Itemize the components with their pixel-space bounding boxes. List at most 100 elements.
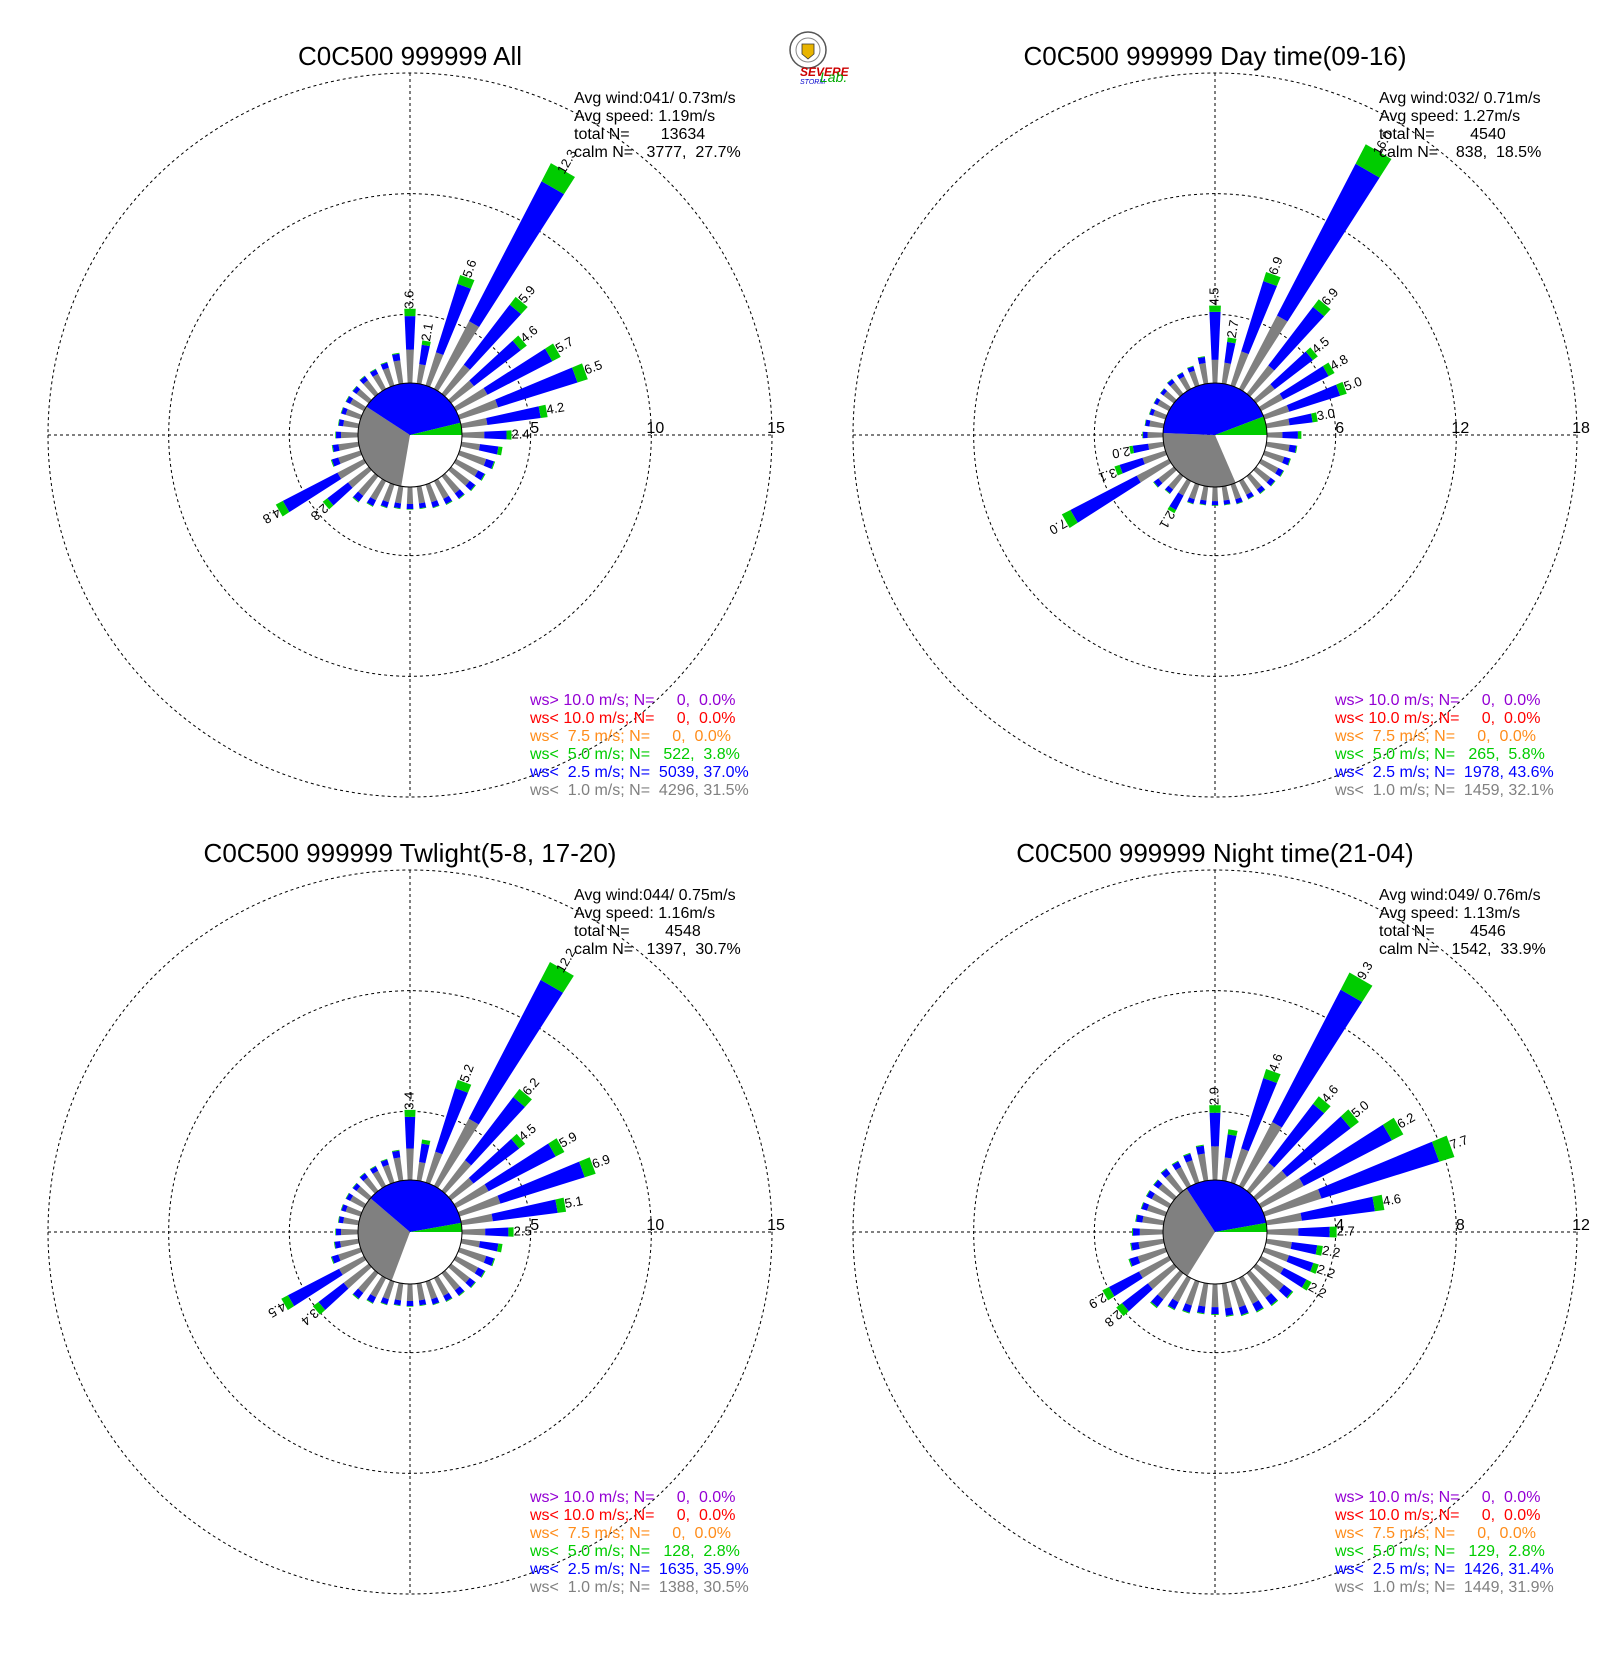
petal-segment-lt2_5 <box>1165 485 1174 494</box>
petal-segment-lt5 <box>1301 1279 1312 1291</box>
radial-tick-label: 6 <box>1335 420 1344 437</box>
petal-segment-lt1 <box>1246 1270 1272 1298</box>
logo-text-lab: Lab. <box>820 69 847 85</box>
legend-entry: ws< 7.5 m/s; N= 0, 0.0% <box>529 728 731 745</box>
petal-segment-lt1 <box>433 1275 449 1297</box>
petal-segment-lt1 <box>350 398 367 412</box>
calm-pie-slice <box>1215 416 1267 435</box>
petal-segment-lt1 <box>1157 400 1172 412</box>
petal-segment-lt1 <box>1263 405 1290 420</box>
petal-segment-lt5 <box>1297 431 1302 439</box>
petal-segment-lt5 <box>419 507 427 510</box>
petal-segment-lt1 <box>1168 473 1184 490</box>
petal-segment-lt5 <box>1279 470 1285 477</box>
petal-segment-lt1 <box>1258 1178 1304 1209</box>
petal-segment-lt2_5 <box>1246 491 1254 499</box>
petal-segment-lt2_5 <box>1252 1300 1264 1312</box>
petal-segment-lt5 <box>1153 481 1159 488</box>
petal-segment-lt2_5 <box>392 353 401 362</box>
petal-segment-lt1 <box>358 473 379 497</box>
legend-entry: ws< 1.0 m/s; N= 1449, 31.9% <box>1334 1579 1554 1596</box>
stat-total: total N= 4546 <box>1379 923 1506 940</box>
petal-segment-lt1 <box>343 420 360 429</box>
petal-segment-lt5 <box>391 1149 400 1152</box>
calm-pie-slice <box>357 1198 410 1281</box>
petal-segment-lt5 <box>359 375 366 381</box>
petal-segment-lt1 <box>416 1282 426 1301</box>
petal-segment-lt5 <box>322 498 334 510</box>
petal-segment-lt2_5 <box>1268 1103 1325 1168</box>
petal-segment-lt1 <box>1253 1263 1285 1291</box>
stat-calm: calm N= 1397, 30.7% <box>574 941 741 958</box>
petal-segment-lt5 <box>345 395 350 402</box>
petal-segment-lt5 <box>1102 1286 1115 1301</box>
legend-entry: ws> 10.0 m/s; N= 0, 0.0% <box>1334 1489 1540 1506</box>
petal-segment-lt1 <box>341 431 359 439</box>
petal-segment-lt5 <box>335 431 337 439</box>
petal-segment-lt2_5 <box>463 304 522 370</box>
petal-segment-lt5 <box>1431 1135 1455 1162</box>
calm-pie-slice <box>370 1179 462 1232</box>
petal-segment-lt5 <box>1116 1303 1129 1317</box>
petal-segment-lt2_5 <box>1160 388 1168 396</box>
petal-segment-lt1 <box>1253 466 1271 483</box>
petal-value-label: 2.0 <box>1111 444 1131 462</box>
petal-segment-lt2_5 <box>338 1216 345 1224</box>
petal-segment-lt2_5 <box>484 1143 556 1192</box>
petal-segment-lt1 <box>433 321 480 392</box>
petal-segment-lt1 <box>433 478 449 500</box>
radial-tick-label: 5 <box>530 1217 539 1234</box>
petal-segment-lt1 <box>458 450 487 466</box>
petal-segment-lt2_5 <box>495 367 578 408</box>
petal-segment-lt1 <box>448 466 470 486</box>
petal-segment-lt5 <box>1382 1117 1404 1141</box>
petal-segment-lt1 <box>448 1177 474 1201</box>
petal-segment-lt1 <box>1178 478 1192 496</box>
petal-segment-lt1 <box>1238 315 1288 392</box>
legend-entry: ws> 10.0 m/s; N= 0, 0.0% <box>529 1489 735 1506</box>
petal-segment-lt2_5 <box>454 1286 465 1296</box>
petal-segment-lt1 <box>460 441 481 451</box>
petal-value-label: 2.9 <box>1206 1087 1221 1105</box>
petal-segment-lt2_5 <box>1129 1256 1141 1267</box>
petal-segment-lt5 <box>1132 1228 1134 1236</box>
petal-segment-lt2_5 <box>1145 419 1151 427</box>
petal-segment-lt1 <box>1230 351 1249 387</box>
petal-segment-lt2_5 <box>1182 1303 1192 1313</box>
petal-value-label: 5.2 <box>456 1062 476 1084</box>
petal-segment-lt5 <box>1340 972 1373 1002</box>
petal-value-label: 2.1 <box>418 322 436 342</box>
petal-segment-lt2_5 <box>287 1268 343 1307</box>
petal-segment-lt2_5 <box>1299 1124 1392 1186</box>
petal-segment-lt5 <box>1166 378 1173 384</box>
stat-calm: calm N= 3777, 27.7% <box>574 144 741 161</box>
petal-segment-lt1 <box>1211 359 1219 384</box>
legend-entry: ws< 10.0 m/s; N= 0, 0.0% <box>529 710 735 727</box>
petal-segment-lt5 <box>380 505 388 509</box>
petal-segment-lt2_5 <box>1132 443 1150 454</box>
severe-storm-lab-logo: SEVERE STORM Lab. <box>789 31 850 86</box>
petal-segment-lt2_5 <box>1288 413 1313 426</box>
petal-segment-lt5 <box>1312 299 1331 317</box>
petal-segment-lt2_5 <box>1209 311 1221 360</box>
petal-segment-lt2_5 <box>419 1143 430 1164</box>
petal-segment-lt5 <box>1227 337 1237 344</box>
petal-segment-lt5 <box>1312 1096 1331 1114</box>
petal-segment-lt5 <box>1329 1226 1337 1238</box>
petal-segment-lt5 <box>1142 431 1144 439</box>
petal-segment-lt5 <box>406 1305 414 1307</box>
petal-segment-lt1 <box>1185 1280 1200 1306</box>
petal-segment-lt5 <box>312 1301 326 1315</box>
petal-segment-lt1 <box>1199 362 1209 385</box>
petal-segment-lt1 <box>382 483 395 503</box>
petal-segment-lt5 <box>445 500 453 506</box>
petal-segment-lt2_5 <box>338 419 345 427</box>
petal-segment-lt2_5 <box>370 369 379 377</box>
petal-segment-lt1 <box>1189 370 1200 387</box>
radial-tick-label: 10 <box>646 1217 664 1234</box>
petal-segment-lt2_5 <box>1318 1141 1440 1199</box>
petal-segment-lt5 <box>555 1197 567 1213</box>
petal-segment-lt2_5 <box>1224 341 1236 364</box>
petal-segment-lt5 <box>1160 388 1165 394</box>
petal-segment-lt1 <box>1263 450 1285 463</box>
